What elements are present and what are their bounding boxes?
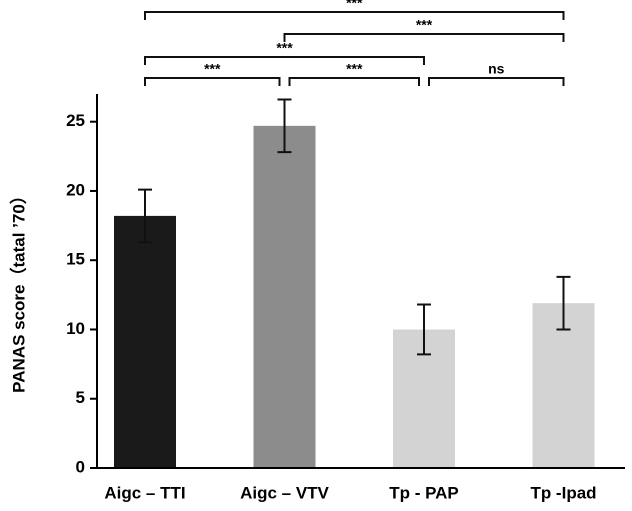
y-tick-label: 10 (66, 319, 85, 338)
significance-bracket (428, 77, 565, 86)
y-axis-label: PANAS score（tatal ’70） (8, 187, 28, 393)
bar (114, 215, 176, 468)
significance-label: *** (416, 17, 433, 33)
significance-bracket (288, 77, 420, 86)
error-bar (556, 275, 571, 331)
y-tick-label: 25 (66, 111, 85, 130)
error-bar (417, 303, 431, 356)
x-tick-label: Aigc – TTI (104, 483, 185, 502)
significance-label: *** (276, 40, 293, 56)
error-bar (138, 188, 152, 244)
y-tick-label: 5 (76, 388, 85, 407)
significance-label: *** (346, 61, 363, 77)
significance-label: *** (346, 0, 363, 11)
x-tick-label: Aigc – VTV (240, 483, 329, 502)
bar (532, 303, 595, 468)
significance-bracket (144, 11, 565, 20)
y-tick-label: 20 (66, 180, 85, 199)
y-tick-label: 0 (76, 457, 85, 476)
significance-label: *** (204, 61, 221, 77)
significance-bracket (283, 33, 565, 42)
x-tick-label: Tp - PAP (389, 483, 459, 502)
x-tick-label: Tp -Ipad (530, 483, 596, 502)
significance-bracket (144, 77, 281, 86)
bar (253, 125, 316, 469)
y-tick-label: 15 (66, 250, 85, 269)
error-bar (277, 98, 292, 154)
significance-bracket (144, 56, 425, 65)
significance-label: ns (488, 61, 505, 77)
